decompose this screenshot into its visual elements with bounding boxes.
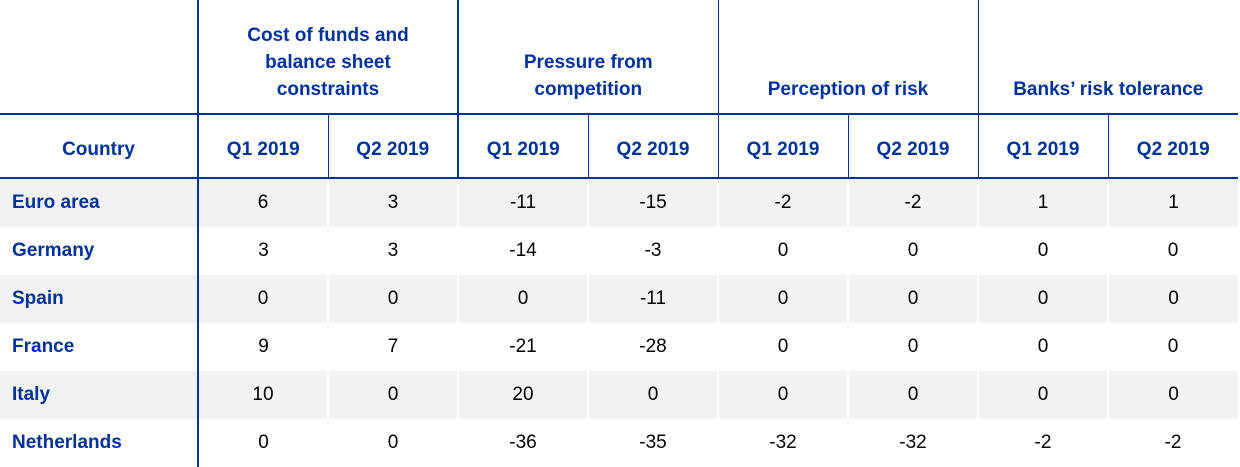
- value-cell: 0: [1167, 240, 1179, 261]
- value-cell: 0: [387, 432, 399, 453]
- table-row: Germany 3 3 -14 -3 0 0 0 0: [0, 227, 1238, 275]
- value-cell: -11: [457, 178, 588, 227]
- value-cell: -36: [509, 432, 537, 453]
- quarter-header: Q2 2019: [327, 114, 458, 179]
- corner-cell: [0, 0, 198, 115]
- value-cell: -32: [769, 432, 797, 453]
- value-cell: -3: [644, 240, 662, 261]
- value-cell: -2: [847, 178, 978, 227]
- value-cell: -28: [639, 336, 667, 357]
- value-cell: 7: [387, 336, 399, 357]
- quarter-header: Q1 2019: [457, 114, 588, 179]
- value-cell: 3: [387, 240, 399, 261]
- quarter-header: Q2 2019: [847, 114, 978, 179]
- value-cell: -2: [1034, 432, 1052, 453]
- value-cell: 0: [258, 432, 269, 453]
- quarter-header: Q1 2019: [717, 114, 848, 179]
- group-header-competition: Pressure from competition: [457, 0, 718, 115]
- table-row: Netherlands 0 0 -36 -35 -32 -32 -2 -2: [0, 419, 1238, 467]
- value-cell: 0: [977, 275, 1108, 323]
- value-cell: 0: [1037, 240, 1049, 261]
- value-cell: 1: [1106, 178, 1239, 227]
- value-cell: 1: [977, 178, 1108, 227]
- value-cell: -35: [639, 432, 667, 453]
- value-cell: -2: [717, 178, 848, 227]
- value-cell: 20: [457, 371, 588, 419]
- group-header-cost-of-funds: Cost of funds and balance sheet constrai…: [197, 0, 458, 115]
- quarter-header: Q1 2019: [197, 114, 328, 179]
- country-column-header: Country: [0, 114, 198, 179]
- value-cell: 0: [847, 275, 978, 323]
- table-row: Euro area 6 3 -11 -15 -2 -2 1 1: [0, 178, 1239, 227]
- value-cell: -32: [899, 432, 927, 453]
- value-cell: 0: [717, 371, 848, 419]
- value-cell: 0: [327, 371, 458, 419]
- value-cell: 0: [327, 275, 458, 323]
- value-cell: 0: [777, 240, 789, 261]
- value-cell: 9: [258, 336, 269, 357]
- quarter-header-row: Country Q1 2019 Q2 2019 Q1 2019 Q2 2019 …: [0, 114, 1239, 179]
- value-cell: 0: [1106, 371, 1239, 419]
- quarter-header: Q2 2019: [587, 114, 718, 179]
- country-name: Germany: [0, 227, 199, 275]
- table-row: Italy 10 0 20 0 0 0 0 0: [0, 371, 1239, 419]
- value-cell: 3: [258, 240, 269, 261]
- value-cell: 0: [457, 275, 588, 323]
- group-header-risk-perception: Perception of risk: [717, 0, 978, 115]
- value-cell: -11: [587, 275, 718, 323]
- value-cell: -21: [509, 336, 537, 357]
- value-cell: 0: [777, 336, 789, 357]
- country-name: Spain: [0, 275, 199, 323]
- value-cell: 3: [327, 178, 458, 227]
- country-name: Euro area: [0, 178, 199, 227]
- value-cell: -14: [509, 240, 537, 261]
- value-cell: 6: [198, 178, 328, 227]
- group-header-row: Cost of funds and balance sheet constrai…: [0, 0, 1239, 115]
- value-cell: 0: [198, 275, 328, 323]
- quarter-header: Q1 2019: [977, 114, 1108, 179]
- value-cell: 10: [198, 371, 328, 419]
- value-cell: 0: [717, 275, 848, 323]
- country-name: France: [0, 323, 199, 371]
- quarter-header: Q2 2019: [1107, 114, 1239, 179]
- value-cell: 0: [1106, 275, 1239, 323]
- value-cell: 0: [587, 371, 718, 419]
- value-cell: 0: [1167, 336, 1179, 357]
- value-cell: 0: [907, 336, 919, 357]
- country-name: Italy: [0, 371, 199, 419]
- table-row: France 9 7 -21 -28 0 0 0 0: [0, 323, 1238, 371]
- value-cell: 0: [1037, 336, 1049, 357]
- value-cell: 0: [907, 240, 919, 261]
- value-cell: 0: [977, 371, 1108, 419]
- value-cell: -15: [587, 178, 718, 227]
- value-cell: -2: [1164, 432, 1182, 453]
- country-name: Netherlands: [0, 419, 199, 467]
- group-header-risk-tolerance: Banks’ risk tolerance: [977, 0, 1239, 115]
- value-cell: 0: [847, 371, 978, 419]
- table-row: Spain 0 0 0 -11 0 0 0 0: [0, 275, 1239, 323]
